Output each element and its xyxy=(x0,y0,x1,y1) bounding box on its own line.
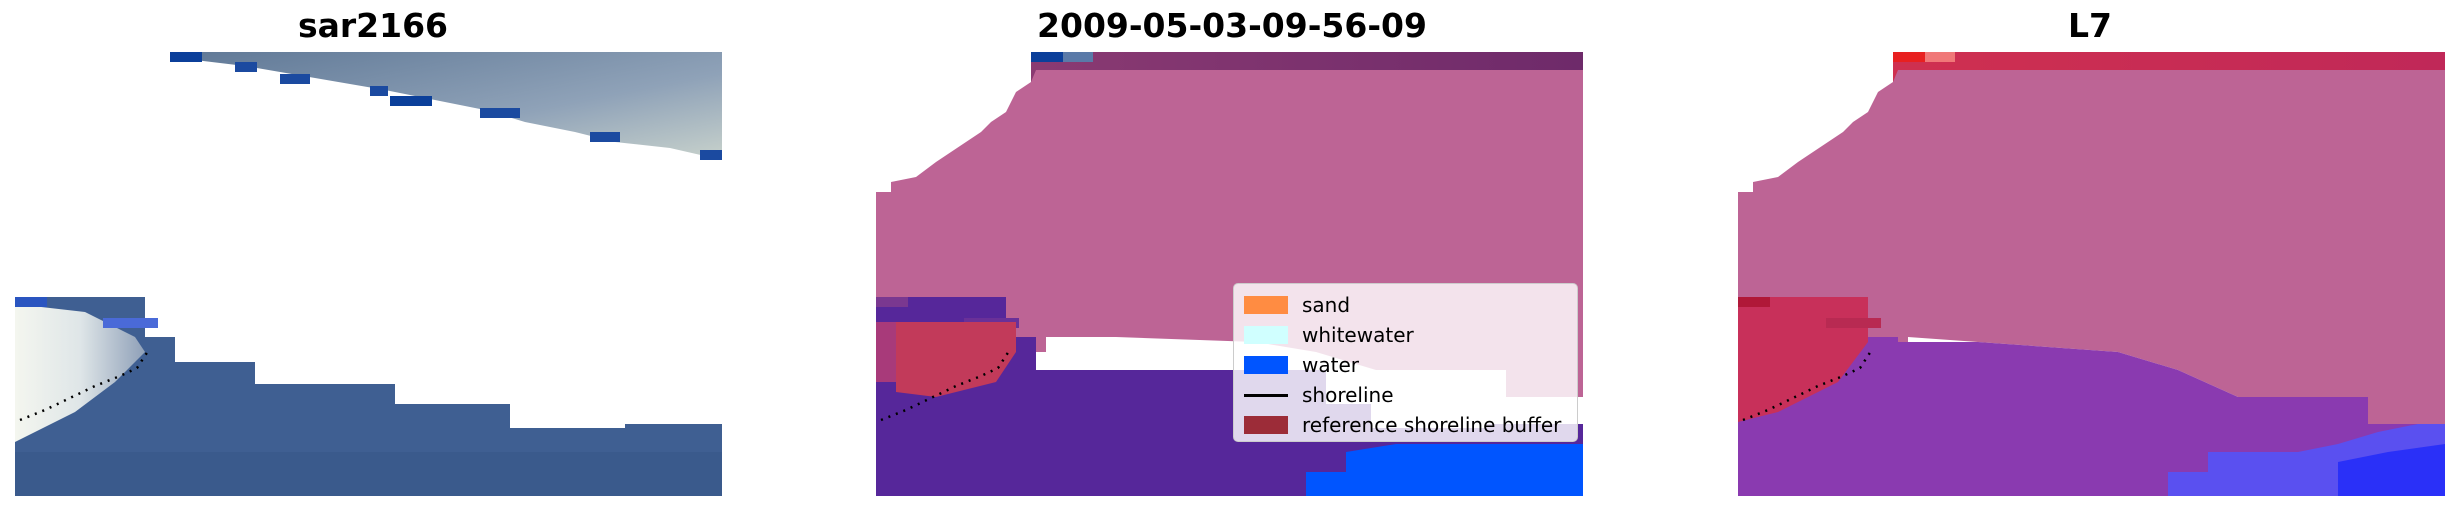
sand-swatch xyxy=(1244,296,1288,314)
legend-label: shoreline xyxy=(1302,383,1394,407)
legend-item-sand: sand xyxy=(1244,290,1567,320)
buffer-swatch xyxy=(1244,416,1288,434)
legend-label: whitewater xyxy=(1302,323,1414,347)
legend-label: reference shoreline buffer xyxy=(1302,413,1562,437)
panel-title-sar2166: sar2166 xyxy=(297,6,449,45)
panel-title-date: 2009-05-03-09-56-09 xyxy=(1037,6,1427,45)
legend-item-reference-buffer: reference shoreline buffer xyxy=(1244,410,1567,440)
panel-title-l7: L7 xyxy=(2068,6,2112,45)
water-swatch xyxy=(1244,356,1288,374)
whitewater-swatch xyxy=(1244,326,1288,344)
legend-item-shoreline: shoreline xyxy=(1244,380,1567,410)
legend: sand whitewater water shoreline referenc… xyxy=(1233,283,1578,442)
legend-label: sand xyxy=(1302,293,1351,317)
shoreline-line-icon xyxy=(1244,393,1288,397)
legend-item-whitewater: whitewater xyxy=(1244,320,1567,350)
legend-item-water: water xyxy=(1244,350,1567,380)
rgb-image-panel xyxy=(15,52,722,496)
l7-image-panel xyxy=(1738,52,2445,496)
legend-label: water xyxy=(1302,353,1359,377)
